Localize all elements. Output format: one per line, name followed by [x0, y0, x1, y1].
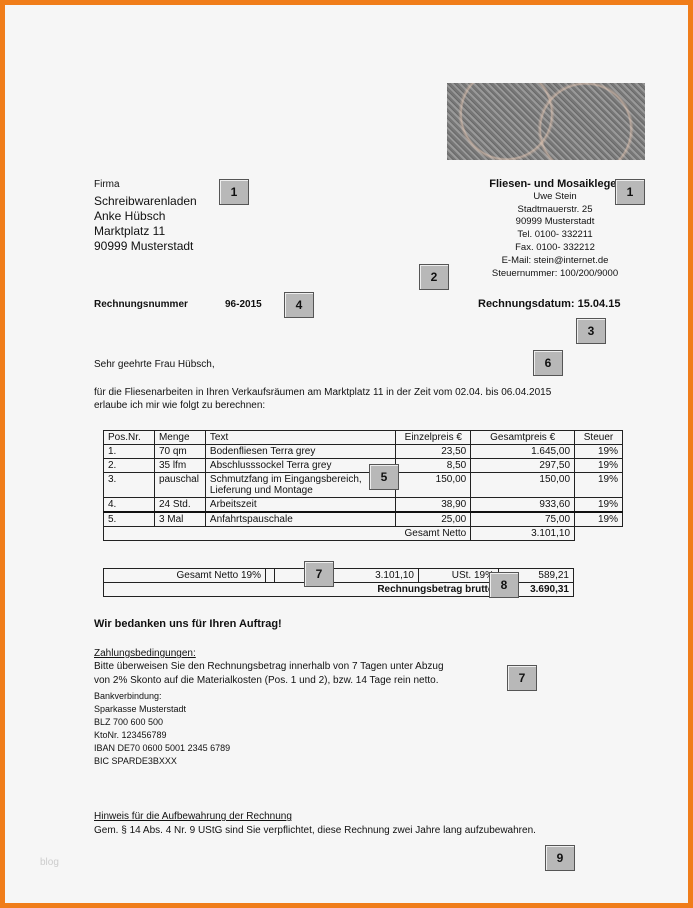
table-cell: 1.: [103, 444, 155, 459]
sender-tel: Tel. 0100- 332211: [517, 229, 593, 241]
table-cell: Schmutzfang im Eingangsbereich, Lieferun…: [204, 472, 397, 498]
sender-tax: Steuernummer: 100/200/9000: [491, 267, 619, 279]
notice-text: Gem. § 14 Abs. 4 Nr. 9 UStG sind Sie ver…: [94, 825, 536, 836]
marker-badge: 1: [219, 179, 249, 205]
recipient-line: Schreibwarenladen: [94, 194, 197, 208]
bank-line: BLZ 700 600 500: [94, 717, 164, 727]
column-header: Gesamtpreis €: [470, 430, 576, 445]
table-cell: 1.645,00: [470, 444, 576, 459]
bank-line: Sparkasse Musterstadt: [94, 704, 187, 714]
table-cell: 3.: [103, 472, 155, 498]
recipient-line: 90999 Musterstadt: [94, 239, 194, 253]
net-total-label: Gesamt Netto: [102, 526, 472, 541]
table-cell: 297,50: [470, 458, 576, 473]
column-header: Einzelpreis €: [395, 430, 472, 445]
table-cell: pauschal: [153, 472, 206, 498]
summary-net: 3.101,10: [274, 568, 419, 583]
summary-net-label: Gesamt Netto 19%: [103, 568, 266, 583]
bank-details: Bankverbindung: Sparkasse Musterstadt BL…: [94, 690, 230, 768]
table-cell: 19%: [574, 444, 623, 459]
table-cell: 3 Mal: [153, 511, 206, 527]
table-cell: 35 lfm: [153, 458, 206, 473]
sender-title: Fliesen- und Mosaikleger: [489, 178, 621, 190]
table-cell: Anfahrtspauschale: [204, 511, 397, 527]
marker-badge: 4: [284, 292, 314, 318]
table-row: 1. 70 qm Bodenfliesen Terra grey 23,50 1.645…: [103, 444, 623, 459]
table-row: 2. 35 lfm Abschlusssockel Terra grey 8,50 29…: [103, 458, 623, 473]
bank-line: IBAN DE70 0600 5001 2345 6789: [94, 743, 231, 753]
table-cell: 933,60: [470, 497, 576, 513]
recipient-line: Marktplatz 11: [94, 224, 166, 238]
table-cell: 23,50: [395, 444, 472, 459]
table-cell: 70 qm: [153, 444, 206, 459]
sender-street: Stadtmauerstr. 25: [517, 203, 593, 215]
table-cell: Abschlusssockel Terra grey: [204, 458, 397, 473]
thanks: Wir bedanken uns für Ihren Auftrag!: [94, 618, 282, 630]
bank-line: BIC SPARDE3BXXX: [94, 756, 177, 766]
table-cell: 4.: [103, 497, 155, 513]
table-cell: 25,00: [395, 511, 472, 527]
table-cell: 2.: [103, 458, 155, 473]
table-cell: 19%: [574, 511, 623, 527]
sender-name: Uwe Stein: [533, 190, 577, 202]
notice-heading-text: Hinweis für die Aufbewahrung der Rechnun…: [94, 811, 292, 822]
table-row: 5. 3 Mal Anfahrtspauschale 25,00 75,00 19%: [103, 511, 623, 527]
marker-badge: 9: [545, 845, 575, 871]
net-total-row: Gesamt Netto 3.101,10: [102, 526, 623, 541]
table-cell: 24 Std.: [153, 497, 206, 513]
payment-heading-text: Zahlungsbedingungen:: [94, 648, 196, 659]
watermark: blog: [40, 857, 59, 868]
marker-badge: 6: [533, 350, 563, 376]
table-cell: 150,00: [470, 472, 576, 498]
marker-badge: 3: [576, 318, 606, 344]
table-cell: 19%: [574, 497, 623, 513]
column-header: Pos.Nr.: [103, 430, 155, 445]
items-table: Pos.Nr. Menge Text Einzelpreis € Gesamtpreis…: [102, 430, 623, 541]
gross-label: Rechnungsbetrag brutto: [103, 582, 499, 597]
table-cell: Bodenfliesen Terra grey: [204, 444, 397, 459]
bank-line: Bankverbindung:: [94, 691, 162, 701]
sender-address: Fliesen- und Mosaikleger Uwe Stein Stadt…: [440, 178, 670, 280]
table-row: 4. 24 Std. Arbeitszeit 38,90 933,60 19%: [103, 497, 623, 513]
recipient-line: Firma: [94, 179, 120, 190]
marker-badge: 8: [489, 572, 519, 598]
marker-badge: 7: [304, 561, 334, 587]
table-cell: 38,90: [395, 497, 472, 513]
sender-fax: Fax. 0100- 332212: [515, 241, 595, 253]
table-cell: 75,00: [470, 511, 576, 527]
table-cell: 150,00: [395, 472, 472, 498]
notice-heading: Hinweis für die Aufbewahrung der Rechnun…: [94, 811, 292, 822]
payment-heading: Zahlungsbedingungen:: [94, 648, 196, 659]
bank-line: KtoNr. 123456789: [94, 730, 167, 740]
payment-line: Bitte überweisen Sie den Rechnungsbetrag…: [94, 661, 444, 672]
column-header: Menge: [153, 430, 206, 445]
net-total: 3.101,10: [470, 526, 576, 541]
column-header: Text: [204, 430, 397, 445]
marker-badge: 7: [507, 665, 537, 691]
summary-row: Rechnungsbetrag brutto 3.690,31: [103, 582, 574, 597]
table-header-row: Pos.Nr. Menge Text Einzelpreis € Gesamtpreis…: [103, 430, 623, 445]
mosaic-photo: [447, 83, 645, 160]
column-header: Steuer: [574, 430, 623, 445]
marker-badge: 1: [615, 179, 645, 205]
sender-city: 90999 Musterstadt: [515, 216, 595, 228]
invoice-number-label: Rechnungsnummer: [94, 299, 188, 310]
intro-line: für die Fliesenarbeiten in Ihren Verkauf…: [94, 387, 552, 398]
table-cell: 19%: [574, 472, 623, 498]
table-cell: 19%: [574, 458, 623, 473]
marker-badge: 5: [369, 464, 399, 490]
table-cell: 8,50: [395, 458, 472, 473]
table-row: 3. pauschal Schmutzfang im Eingangsbereich…: [103, 472, 623, 498]
invoice-number: 96-2015: [225, 299, 262, 310]
marker-badge: 2: [419, 264, 449, 290]
table-cell: Arbeitszeit: [204, 497, 397, 513]
sender-email: E-Mail: stein@internet.de: [501, 254, 609, 266]
recipient-line: Anke Hübsch: [94, 209, 166, 223]
vat-label: USt. 19%: [418, 568, 499, 583]
table-cell: 5.: [103, 511, 155, 527]
greeting: Sehr geehrte Frau Hübsch,: [94, 359, 215, 370]
payment-line: von 2% Skonto auf die Materialkosten (Po…: [94, 675, 439, 686]
intro-line: erlaube ich mir wie folgt zu berechnen:: [94, 400, 266, 411]
invoice-date: Rechnungsdatum: 15.04.15: [478, 298, 621, 310]
